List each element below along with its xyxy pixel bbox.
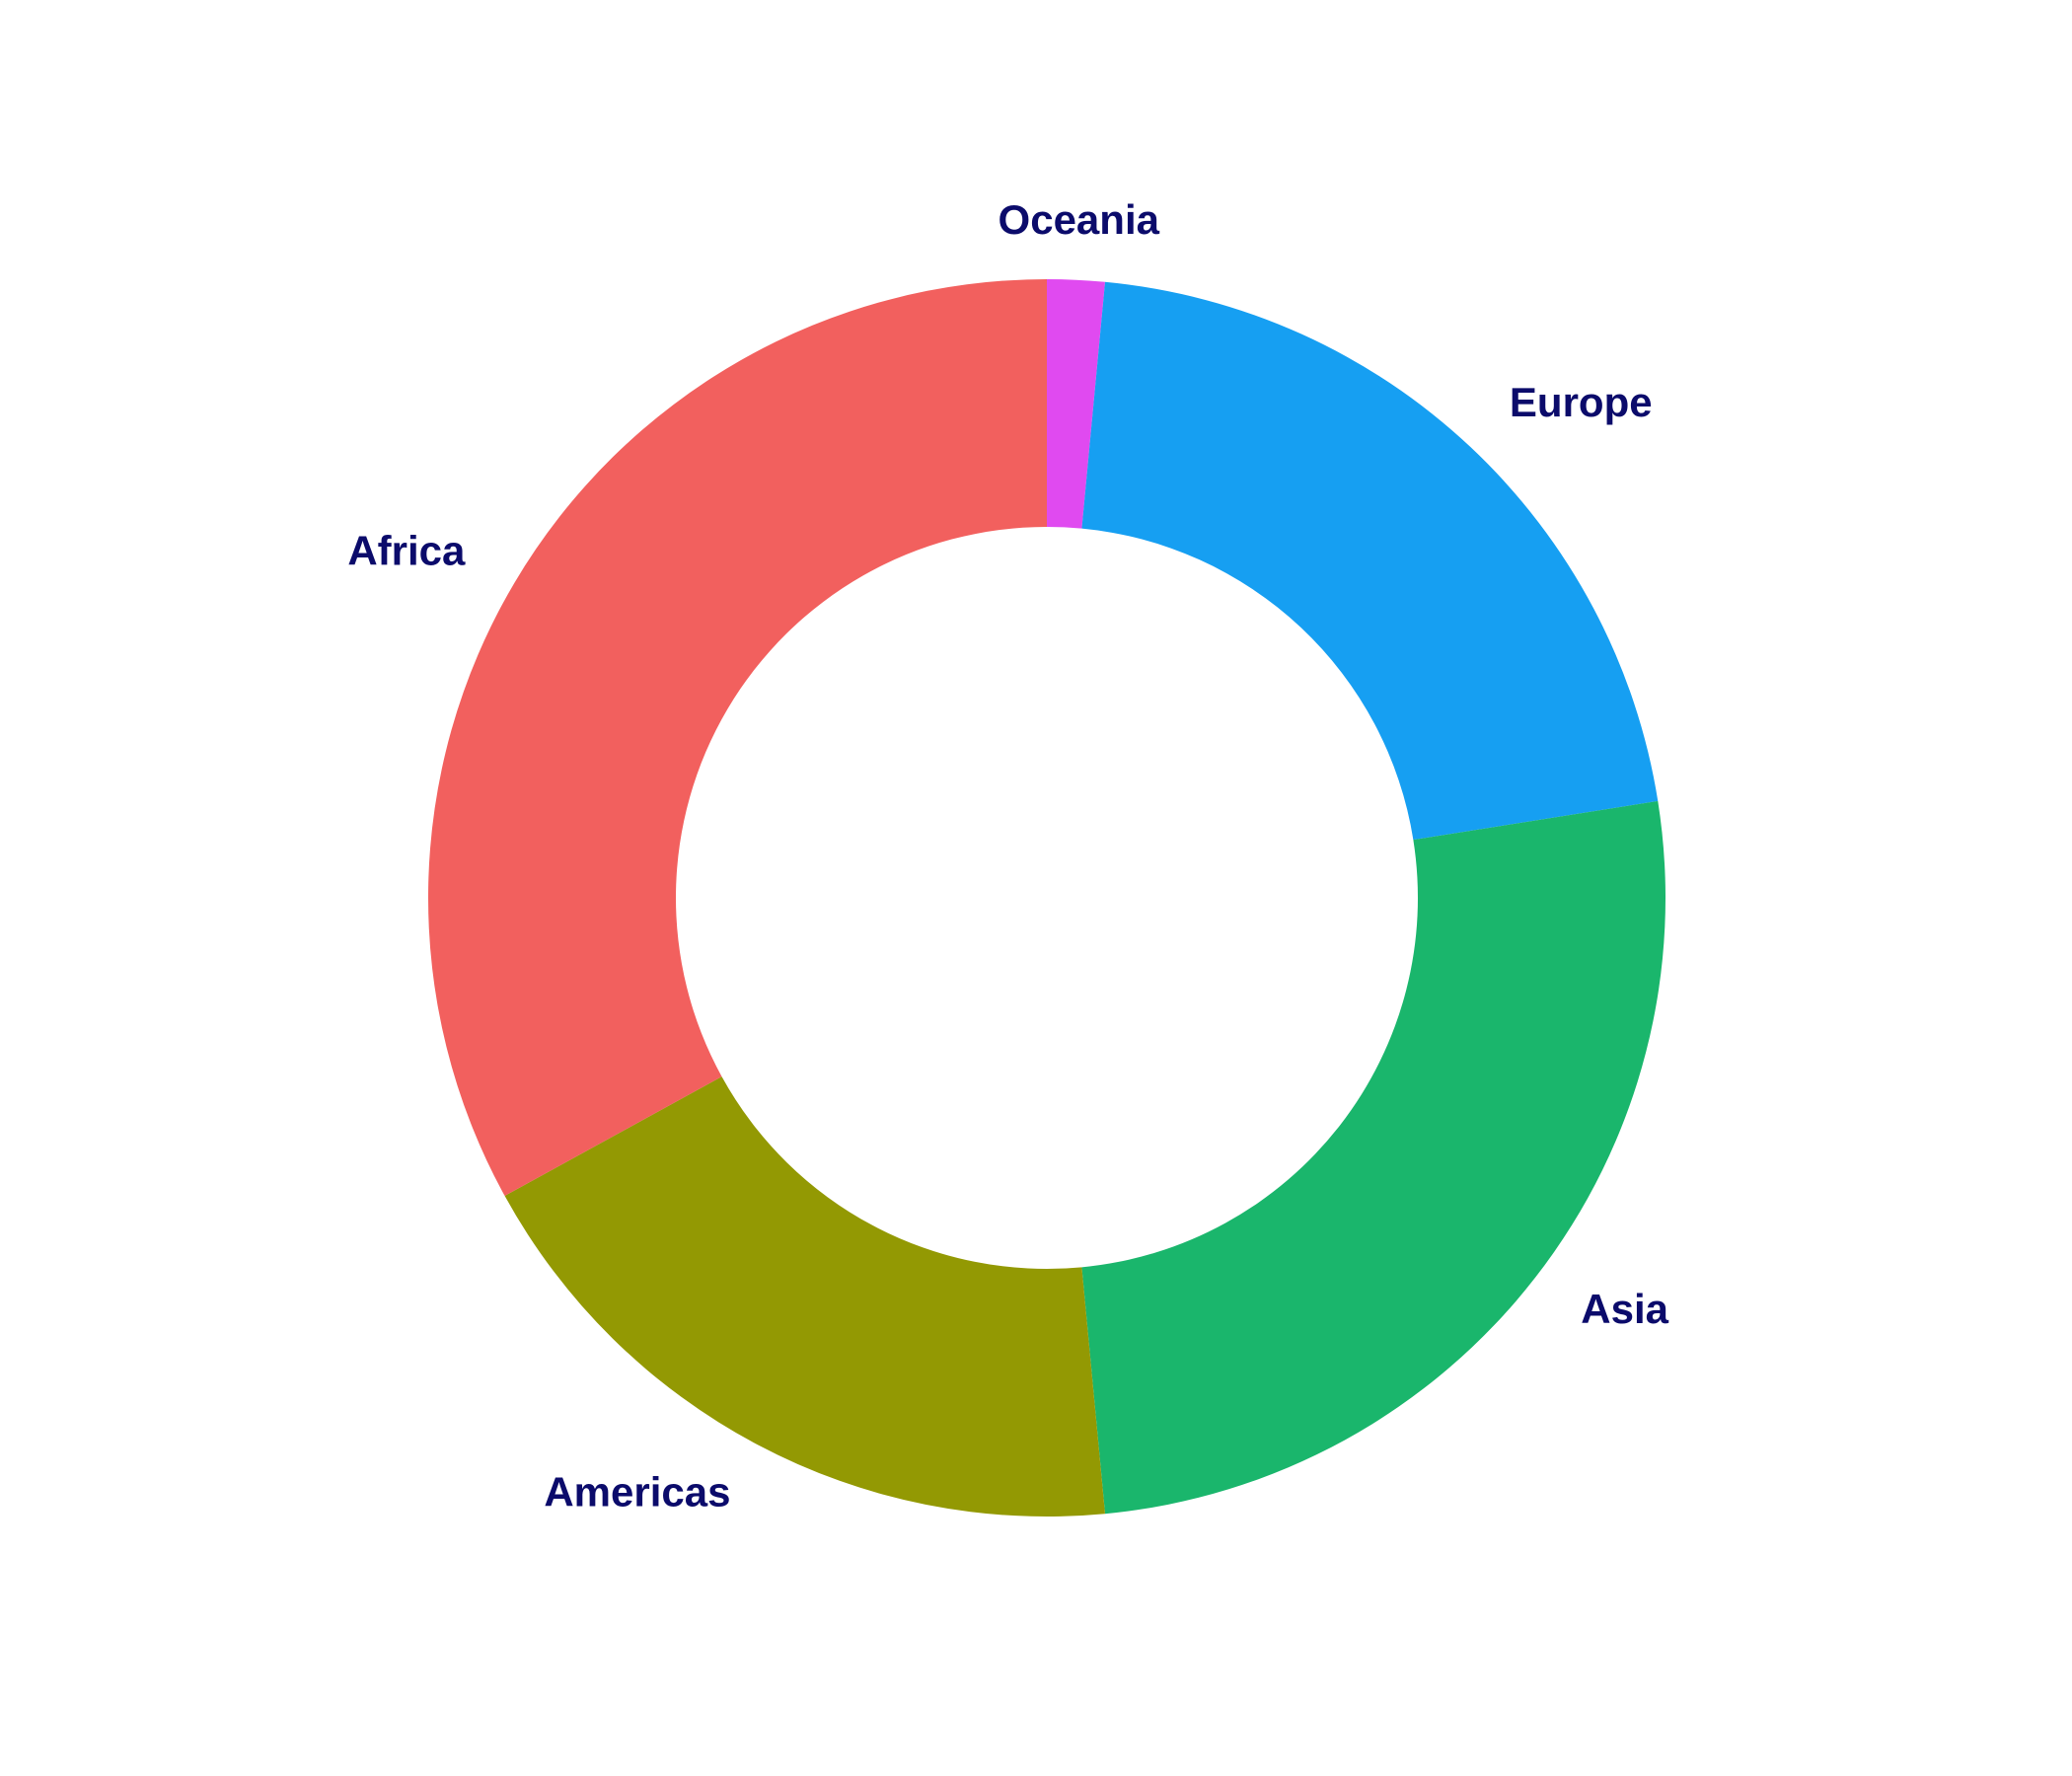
- slice-oceania: [1047, 279, 1106, 529]
- slice-asia: [1081, 800, 1665, 1515]
- slice-label-europe: Europe: [1510, 379, 1653, 425]
- slice-americas: [504, 1076, 1106, 1517]
- labels-layer: Oceania Europe Asia Americas Africa: [347, 196, 1668, 1516]
- slice-label-americas: Americas: [544, 1468, 730, 1515]
- slice-label-asia: Asia: [1581, 1286, 1668, 1332]
- slice-label-africa: Africa: [347, 527, 466, 573]
- slice-label-oceania: Oceania: [999, 196, 1160, 243]
- slice-europe: [1081, 281, 1659, 841]
- slice-africa: [428, 279, 1048, 1197]
- slices-layer: [428, 279, 1665, 1517]
